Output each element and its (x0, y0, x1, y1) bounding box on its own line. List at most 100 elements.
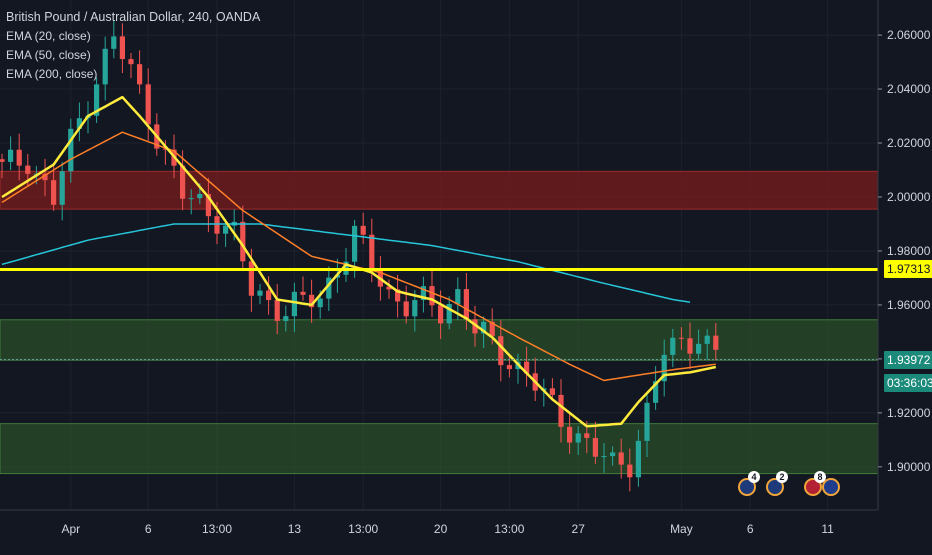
candle-up (446, 303, 452, 324)
candle-up (283, 316, 289, 321)
candle-up (223, 225, 229, 234)
x-tick-label: 13:00 (494, 522, 524, 536)
candle-up (661, 354, 667, 382)
event-flag-au-2[interactable]: 2 (766, 471, 788, 496)
candle-down (524, 361, 530, 374)
y-tick-label: 1.96000 (887, 298, 931, 312)
candle-up (455, 289, 461, 304)
candle-down (403, 301, 409, 317)
candle-down (592, 437, 598, 457)
candle-down (300, 291, 306, 295)
candle-down (248, 261, 254, 296)
candle-up (644, 402, 650, 441)
candle-up (257, 290, 263, 296)
candle-down (51, 180, 57, 205)
candle-up (291, 291, 297, 317)
candle-down (128, 59, 134, 65)
event-count: 8 (814, 471, 826, 483)
x-tick-label: 11 (821, 522, 834, 536)
candle-up (188, 198, 194, 200)
y-tick-label: 1.92000 (887, 406, 931, 420)
candle-down (16, 149, 22, 166)
candle-down (472, 319, 478, 334)
event-flag-uk[interactable] (822, 478, 840, 496)
candle-down (137, 64, 143, 85)
support-zone (0, 423, 879, 475)
ema200-legend[interactable]: EMA (200, close) (6, 67, 98, 81)
candle-down (713, 335, 719, 350)
event-flag-us[interactable]: 8 (804, 471, 826, 496)
candle-down (162, 148, 168, 150)
time-axis-background (0, 510, 932, 550)
event-flag-au-1[interactable]: 4 (738, 471, 760, 496)
y-tick-label: 1.98000 (887, 244, 931, 258)
y-tick-label: 1.90000 (887, 460, 931, 474)
candle-up (68, 128, 74, 172)
candle-down (627, 464, 633, 478)
candle-down (0, 159, 5, 162)
candle-up (94, 84, 100, 116)
candle-down (506, 365, 512, 370)
candle-up (704, 335, 710, 344)
bar-countdown-label: 03:36:03 (884, 374, 932, 392)
x-tick-label: 6 (747, 522, 754, 536)
candle-down (266, 290, 272, 301)
candle-up (420, 286, 426, 301)
candle-down (429, 286, 435, 306)
candle-down (205, 193, 211, 217)
candle-up (481, 321, 487, 334)
candle-up (412, 300, 418, 317)
candle-up (76, 118, 82, 129)
candle-down (214, 216, 220, 234)
candle-up (59, 171, 65, 205)
candle-down (687, 338, 693, 354)
candle-down (558, 394, 564, 427)
candle-up (601, 456, 607, 458)
candle-down (438, 305, 444, 324)
ema50-legend[interactable]: EMA (50, close) (6, 48, 91, 62)
candle-down (119, 36, 125, 60)
candle-up (8, 149, 14, 162)
symbol-title[interactable]: British Pound / Australian Dollar, 240, … (6, 10, 261, 24)
candle-down (386, 286, 392, 290)
candle-up (575, 433, 581, 443)
candle-down (42, 173, 48, 181)
candle-down (180, 165, 186, 199)
candle-down (369, 234, 375, 269)
candle-up (352, 225, 358, 262)
x-tick-label: 13:00 (348, 522, 378, 536)
candle-up (653, 381, 659, 403)
x-tick-label: 20 (434, 522, 448, 536)
candle-down (618, 452, 624, 465)
x-tick-label: May (670, 522, 693, 536)
candle-up (197, 193, 203, 199)
x-tick-label: Apr (61, 522, 80, 536)
candle-down (549, 388, 555, 395)
event-count: 4 (748, 471, 760, 483)
x-tick-label: 6 (145, 522, 152, 536)
candle-up (111, 36, 117, 49)
candle-up (326, 277, 332, 299)
candle-down (360, 225, 366, 235)
resistance-zone (0, 170, 879, 210)
x-tick-label: 27 (572, 522, 586, 536)
ema20-legend[interactable]: EMA (20, close) (6, 29, 91, 43)
candle-down (463, 289, 469, 320)
y-tick-label: 2.06000 (887, 28, 931, 42)
candle-up (102, 48, 108, 85)
candle-down (274, 300, 280, 321)
candle-up (670, 337, 676, 355)
candle-down (25, 165, 31, 174)
candle-down (489, 321, 495, 337)
support-zone (0, 319, 879, 361)
event-count: 2 (776, 471, 788, 483)
candle-down (678, 337, 684, 339)
candle-up (696, 343, 702, 354)
candle-up (610, 452, 616, 457)
candle-up (317, 298, 323, 308)
candle-down (309, 294, 315, 308)
level-price-label: 1.97313 (884, 260, 932, 279)
y-tick-label: 2.04000 (887, 82, 931, 96)
